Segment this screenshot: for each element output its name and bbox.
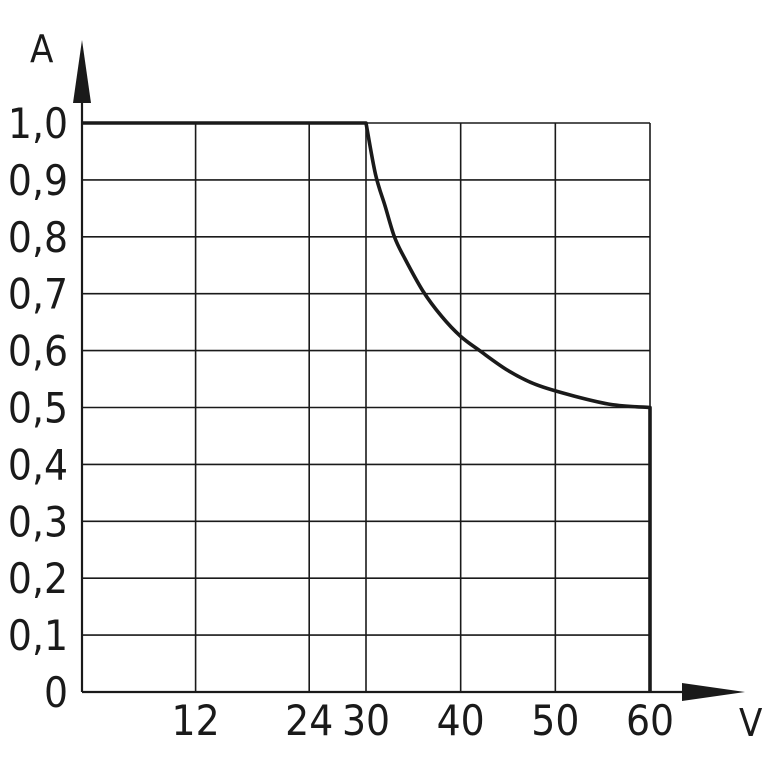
y-tick-label: 0,8 xyxy=(8,213,68,262)
y-axis-arrow xyxy=(73,40,91,103)
x-axis-label: V xyxy=(739,701,763,745)
x-axis-arrow xyxy=(682,683,745,701)
y-tick-label: 1,0 xyxy=(8,99,68,148)
y-tick-label: 0,2 xyxy=(8,554,68,603)
x-tick-label: 24 xyxy=(285,696,333,745)
y-axis-label: A xyxy=(30,27,54,71)
x-tick-label: 60 xyxy=(626,696,674,745)
y-tick-label: 0,4 xyxy=(8,440,68,489)
x-tick-label: 30 xyxy=(342,696,390,745)
y-tick-label: 0,9 xyxy=(8,156,68,205)
y-tick-label: 0,1 xyxy=(8,611,68,660)
tick-labels: 0 0,1 0,2 0,3 0,4 0,5 0,6 0,7 0,8 0,9 1,0 12 24 30 40 5… xyxy=(8,99,674,745)
y-tick-label: 0,6 xyxy=(8,327,68,376)
x-tick-label: 40 xyxy=(437,696,485,745)
y-tick-label: 0,3 xyxy=(8,497,68,546)
x-tick-label: 12 xyxy=(172,696,220,745)
grid xyxy=(82,122,651,692)
curve-layer xyxy=(82,121,652,692)
y-tick-label: 0,7 xyxy=(8,270,68,319)
axes xyxy=(73,40,745,701)
x-tick-label: 50 xyxy=(531,696,579,745)
y-tick-label: 0 xyxy=(44,668,68,717)
y-tick-label: 0,5 xyxy=(8,384,68,433)
series-line-0 xyxy=(82,121,652,692)
